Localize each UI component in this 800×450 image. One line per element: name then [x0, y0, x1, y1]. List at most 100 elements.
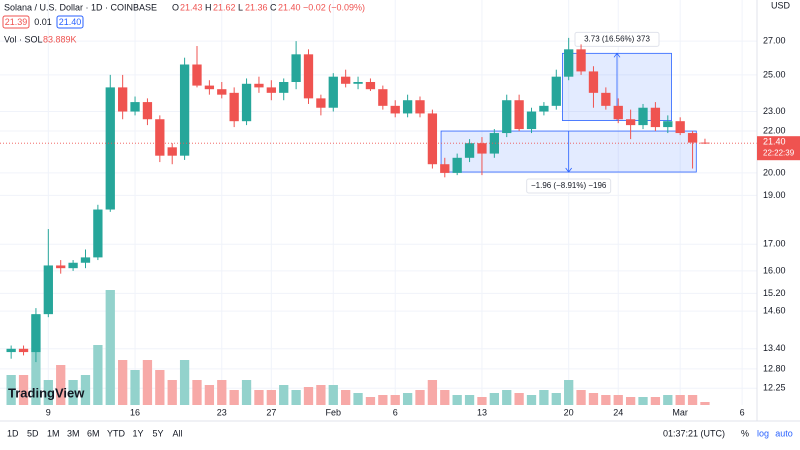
candle-body: [489, 133, 499, 154]
candle-body: [118, 87, 128, 112]
range-button[interactable]: 6M: [87, 428, 100, 438]
bid: 21.39: [5, 17, 28, 27]
measure-label-box: [574, 31, 660, 47]
range-button[interactable]: 5D: [27, 428, 39, 438]
candle-body: [638, 107, 648, 126]
volume-bar: [625, 397, 636, 405]
log-toggle[interactable]: log: [757, 428, 769, 438]
candle-body: [241, 83, 252, 122]
currency: USD: [771, 0, 791, 10]
candle-body: [68, 262, 78, 269]
x-tick-label: 16: [130, 407, 140, 417]
candle-body: [551, 76, 561, 106]
x-tick-label: Feb: [326, 407, 342, 417]
candle-body: [687, 133, 698, 143]
candle-body: [576, 49, 586, 72]
candle-body: [588, 71, 599, 93]
volume-bar: [291, 390, 301, 405]
measure-arrow-head: [565, 167, 572, 173]
y-tick-label: 20.00: [763, 167, 786, 177]
volume-legend-value: 83.889K: [43, 34, 77, 44]
volume-bar: [390, 395, 400, 405]
candle-body: [6, 348, 16, 353]
volume-bar: [142, 360, 153, 405]
candle-body: [564, 49, 574, 77]
volume-bar: [105, 290, 115, 405]
ask: 21.40: [59, 17, 82, 27]
volume-bar: [229, 390, 239, 405]
candle-body: [464, 143, 475, 158]
y-tick-label: 15.20: [763, 288, 786, 298]
candle-body: [303, 54, 314, 99]
candle-body: [43, 265, 53, 315]
range-button[interactable]: 1M: [47, 428, 60, 438]
candle-body: [440, 164, 450, 173]
price-tag-price: 21.40: [763, 137, 786, 147]
candle-body: [539, 105, 549, 112]
candle-body: [328, 76, 338, 108]
candle-body: [526, 111, 537, 130]
range-button[interactable]: 1Y: [133, 428, 144, 438]
volume-bar: [514, 393, 524, 405]
measure-label-box: [526, 178, 612, 194]
y-tick-label: 12.80: [763, 363, 786, 373]
range-button[interactable]: 1D: [7, 428, 19, 438]
volume-bar: [204, 385, 215, 405]
spread: 0.01: [34, 17, 52, 27]
candle-body: [229, 92, 239, 122]
y-tick-label: 16.00: [763, 265, 786, 275]
candle-body: [663, 121, 673, 128]
y-tick-label: 13.40: [763, 343, 786, 353]
clock: 01:37:21 (UTC): [663, 428, 725, 438]
range-button[interactable]: 3M: [67, 428, 80, 438]
candle-body: [80, 257, 91, 263]
candle-body: [613, 105, 623, 120]
volume-bar: [43, 380, 53, 405]
percent-toggle[interactable]: %: [741, 428, 749, 438]
bid-box[interactable]: [2, 15, 30, 29]
candle-body: [365, 81, 376, 90]
volume-bar: [564, 380, 574, 405]
volume-bar: [316, 385, 326, 405]
volume-bar: [576, 390, 586, 405]
volume-bar: [638, 397, 648, 405]
price-tag-countdown: 22:22:39: [763, 148, 795, 157]
candle-body: [390, 105, 400, 114]
candle-body: [56, 265, 66, 269]
x-tick-label: 13: [477, 407, 487, 417]
candle-body: [291, 54, 301, 82]
volume-bar: [526, 395, 537, 405]
x-tick-label: 6: [393, 407, 398, 417]
volume-bar: [502, 390, 512, 405]
volume-bar: [601, 395, 611, 405]
y-tick-label: 17.00: [763, 239, 786, 249]
watermark: TradingView: [8, 385, 85, 400]
candle-body: [700, 142, 710, 144]
volume-bar: [118, 360, 128, 405]
volume-bar: [365, 397, 376, 405]
x-tick-label: Mar: [672, 407, 688, 417]
volume-bar: [167, 380, 177, 405]
candle-body: [415, 100, 425, 114]
candle-body: [167, 147, 177, 156]
range-button[interactable]: YTD: [107, 428, 126, 438]
candle-body: [625, 119, 636, 126]
ohlc-change: −0.02 (−0.09%): [303, 2, 365, 12]
auto-toggle[interactable]: auto: [775, 428, 793, 438]
candle-body: [31, 314, 41, 353]
range-button[interactable]: 5Y: [153, 428, 164, 438]
volume-bar: [551, 393, 561, 405]
candle-body: [601, 92, 611, 106]
volume-bar: [588, 393, 599, 405]
volume-bar: [130, 370, 140, 405]
candle-body: [279, 81, 289, 93]
candle-body: [142, 102, 153, 120]
range-button[interactable]: All: [173, 428, 183, 438]
candle-body: [93, 209, 103, 258]
candle-body: [477, 143, 487, 154]
volume-bar: [452, 395, 462, 405]
y-tick-label: 23.00: [763, 106, 786, 116]
ask-box[interactable]: [56, 15, 84, 29]
candle-body: [254, 83, 264, 88]
volume-bar: [279, 385, 289, 405]
